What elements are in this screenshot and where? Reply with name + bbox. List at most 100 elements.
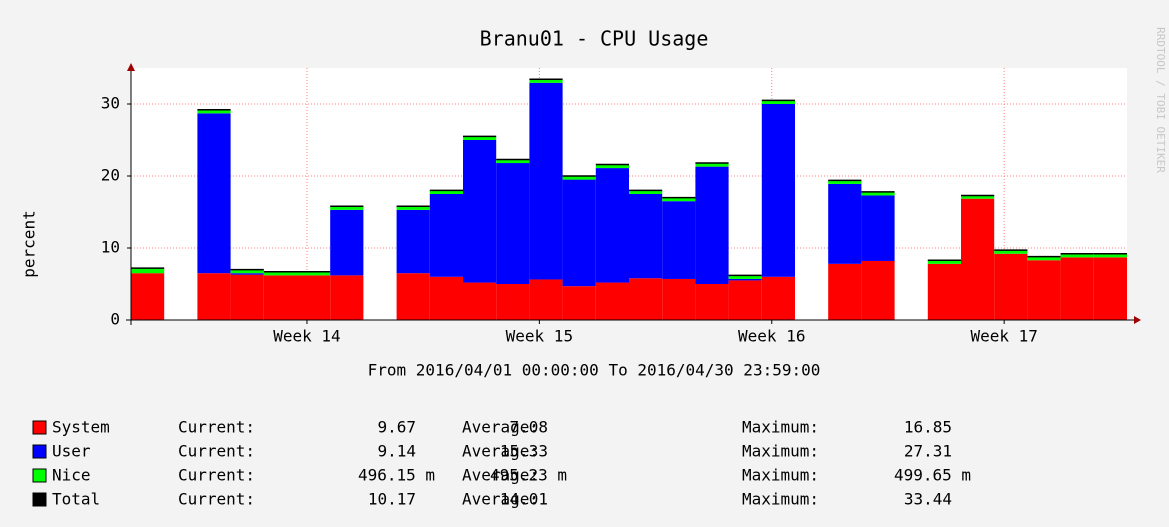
area-segment [695, 166, 729, 284]
area-segment [662, 278, 696, 320]
y-tick-label: 20 [101, 166, 120, 185]
legend-key: Maximum: [742, 466, 819, 485]
area-segment [496, 284, 530, 320]
area-segment [927, 260, 961, 264]
legend-key: Average: [462, 490, 539, 509]
area-segment [230, 269, 264, 274]
area-segment [230, 273, 264, 275]
area-segment [463, 136, 497, 140]
legend-key: Current: [178, 490, 255, 509]
area-segment [496, 159, 530, 164]
legend-swatch [32, 492, 47, 507]
legend-name: Nice [52, 466, 91, 485]
area-segment [429, 190, 463, 194]
area-segment [131, 268, 165, 274]
area-segment [861, 260, 895, 320]
x-tick-label: Week 15 [506, 327, 573, 346]
area-segment [263, 271, 297, 276]
legend-name: System [52, 418, 110, 437]
x-axis-arrow [1134, 316, 1141, 324]
watermark: RRDTOOL / TOBI OETIKER [1154, 27, 1167, 173]
legend-swatch [32, 444, 47, 459]
legend-key: Current: [178, 466, 255, 485]
area-segment [662, 197, 696, 202]
area-segment [131, 273, 165, 320]
legend-value: 9.67 [377, 418, 416, 437]
y-tick-label: 10 [101, 238, 120, 257]
area-segment [297, 275, 331, 320]
area-segment [994, 253, 1028, 320]
legend-value: 10.17 [368, 490, 416, 509]
area-segment [562, 179, 596, 287]
legend-value: 496.15 m [358, 466, 435, 485]
legend-key: Maximum: [742, 442, 819, 461]
y-tick-label: 30 [101, 94, 120, 113]
area-segment [330, 209, 364, 276]
area-segment [828, 183, 862, 264]
legend-name: Total [52, 490, 100, 509]
x-tick-label: Week 14 [273, 327, 340, 346]
legend-value: 16.85 [904, 418, 952, 437]
legend-value: 495.23 m [490, 466, 567, 485]
area-segment [961, 198, 995, 320]
area-segment [197, 109, 231, 114]
legend-key: Average: [462, 442, 539, 461]
legend-value: 27.31 [904, 442, 952, 461]
area-segment [595, 168, 629, 283]
legend-value: 14.01 [500, 490, 548, 509]
area-segment [1093, 257, 1127, 320]
x-tick-label: Week 16 [738, 327, 805, 346]
area-segment [629, 278, 663, 320]
chart-title: Branu01 - CPU Usage [480, 27, 709, 51]
area-segment [629, 194, 663, 279]
area-segment [961, 195, 995, 199]
y-axis-arrow [127, 63, 135, 71]
area-segment [828, 263, 862, 320]
area-segment [429, 276, 463, 320]
area-segment [396, 206, 430, 210]
area-segment [330, 275, 364, 320]
legend-key: Maximum: [742, 418, 819, 437]
area-segment [695, 163, 729, 167]
area-segment [463, 282, 497, 320]
area-segment [562, 176, 596, 180]
area-segment [463, 140, 497, 283]
x-axis-label: From 2016/04/01 00:00:00 To 2016/04/30 2… [368, 361, 821, 380]
legend-swatch [32, 468, 47, 483]
area-segment [761, 276, 795, 320]
legend-value: 15.33 [500, 442, 548, 461]
area-segment [197, 273, 231, 320]
area-segment [927, 263, 961, 320]
area-segment [861, 191, 895, 196]
area-segment [529, 79, 563, 83]
area-segment [396, 273, 430, 320]
area-segment [595, 164, 629, 169]
legend-value: 9.14 [377, 442, 416, 461]
area-segment [529, 82, 563, 280]
legend-key: Current: [178, 418, 255, 437]
area-segment [297, 271, 331, 276]
legend-value: 7.08 [509, 418, 548, 437]
area-segment [595, 282, 629, 320]
area-segment [761, 104, 795, 277]
area-segment [728, 278, 762, 281]
area-segment [396, 209, 430, 274]
legend-name: User [52, 442, 91, 461]
area-segment [861, 195, 895, 261]
legend-key: Average: [462, 418, 539, 437]
area-segment [529, 279, 563, 320]
area-segment [828, 180, 862, 184]
x-tick-label: Week 17 [970, 327, 1037, 346]
area-segment [1027, 260, 1061, 320]
legend-value: 499.65 m [894, 466, 971, 485]
area-segment [728, 280, 762, 320]
legend-value: 33.44 [904, 490, 952, 509]
area-segment [197, 113, 231, 274]
area-segment [263, 275, 297, 320]
area-segment [695, 284, 729, 320]
area-segment [994, 250, 1028, 254]
legend-key: Maximum: [742, 490, 819, 509]
area-segment [728, 275, 762, 279]
area-segment [662, 201, 696, 279]
